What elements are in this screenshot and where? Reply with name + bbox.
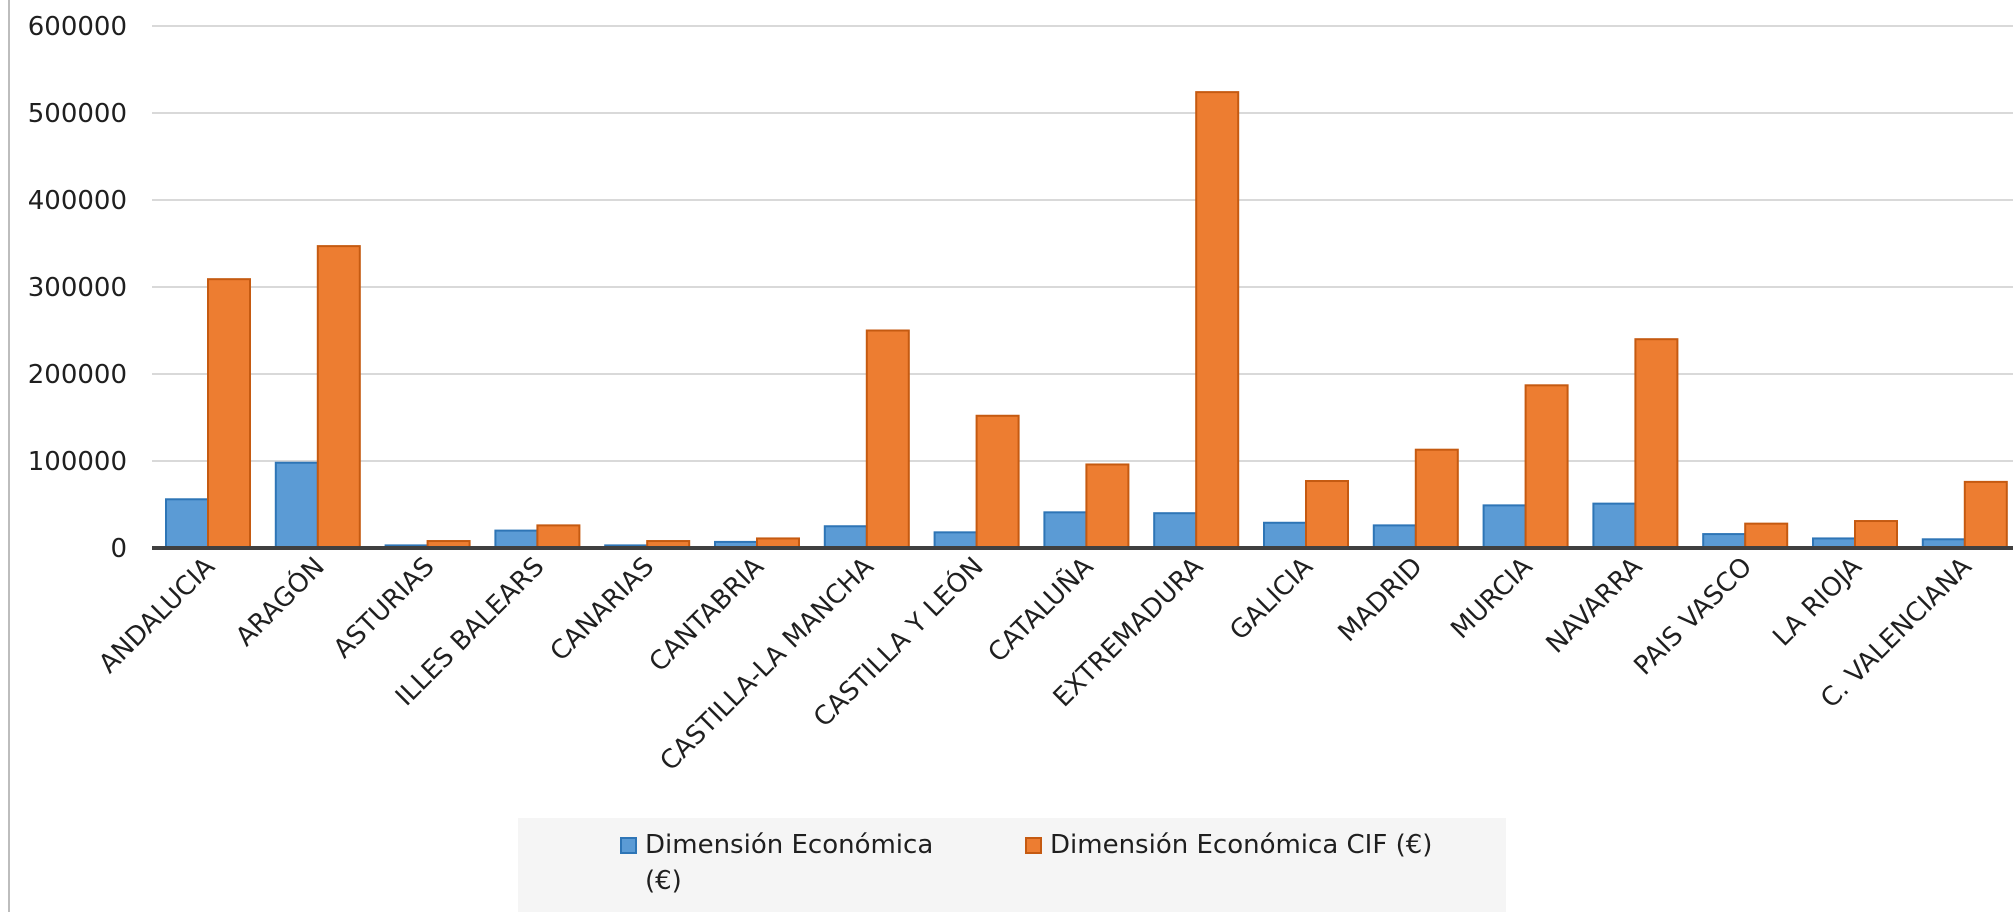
chart-frame-border bbox=[8, 0, 10, 912]
bar bbox=[975, 414, 1020, 550]
bar bbox=[165, 498, 209, 549]
bar bbox=[865, 329, 910, 549]
legend-label-series-1: Dimensión Económica (€) bbox=[645, 827, 933, 899]
legend-swatch-series-1 bbox=[620, 837, 637, 854]
x-tick-label: CATALUÑA bbox=[981, 550, 1099, 668]
legend-label-series-1-line-1: Dimensión Económica bbox=[645, 830, 934, 860]
bar bbox=[1744, 522, 1789, 550]
bar bbox=[494, 529, 539, 549]
bar bbox=[536, 524, 581, 550]
bar bbox=[274, 461, 319, 549]
x-tick-label: CASTILLA-LA MANCHA bbox=[655, 552, 880, 777]
bar bbox=[1305, 480, 1349, 550]
bar bbox=[1634, 338, 1679, 550]
bar bbox=[207, 278, 251, 549]
x-tick-label: LA RIOJA bbox=[1767, 552, 1868, 653]
bar bbox=[1263, 521, 1307, 550]
bar bbox=[1702, 533, 1747, 550]
y-tick-label: 200000 bbox=[28, 360, 127, 390]
x-tick-label: ARAGÓN bbox=[229, 550, 331, 652]
y-tick-label: 400000 bbox=[28, 186, 127, 216]
x-tick-label: PAIS VASCO bbox=[1629, 552, 1759, 682]
legend-label-series-2: Dimensión Económica CIF (€) bbox=[1050, 830, 1433, 860]
x-tick-label: ASTURIAS bbox=[328, 552, 441, 665]
bar bbox=[1153, 512, 1198, 550]
x-tick-label: GALICIA bbox=[1224, 552, 1319, 647]
x-tick-label: MADRID bbox=[1333, 552, 1429, 648]
bar bbox=[1854, 520, 1898, 550]
bar bbox=[1085, 463, 1130, 550]
bar bbox=[1372, 524, 1417, 550]
y-tick-label: 0 bbox=[110, 534, 127, 564]
bar bbox=[1195, 91, 1240, 550]
bar bbox=[823, 525, 868, 549]
y-tick-label: 600000 bbox=[28, 12, 127, 42]
bar bbox=[1524, 384, 1569, 549]
bar bbox=[316, 245, 361, 550]
bar bbox=[1414, 448, 1459, 549]
bar bbox=[933, 531, 978, 550]
legend-label-series-1-line-2: (€) bbox=[645, 866, 682, 896]
legend-swatch-series-2 bbox=[1025, 837, 1042, 854]
y-tick-label: 300000 bbox=[28, 273, 127, 303]
bar bbox=[1963, 480, 2008, 550]
y-tick-label: 100000 bbox=[28, 447, 127, 477]
bar bbox=[1482, 504, 1527, 549]
x-tick-label: MURCIA bbox=[1445, 552, 1538, 645]
bar bbox=[1043, 511, 1088, 550]
bar bbox=[1592, 502, 1637, 550]
x-tick-label: CANARIAS bbox=[545, 552, 660, 667]
x-tick-label: ANDALUCIA bbox=[93, 552, 221, 680]
x-tick-label: NAVARRA bbox=[1541, 552, 1649, 660]
legend: Dimensión Económica (€) Dimensión Económ… bbox=[518, 818, 1506, 912]
y-tick-label: 500000 bbox=[28, 99, 127, 129]
